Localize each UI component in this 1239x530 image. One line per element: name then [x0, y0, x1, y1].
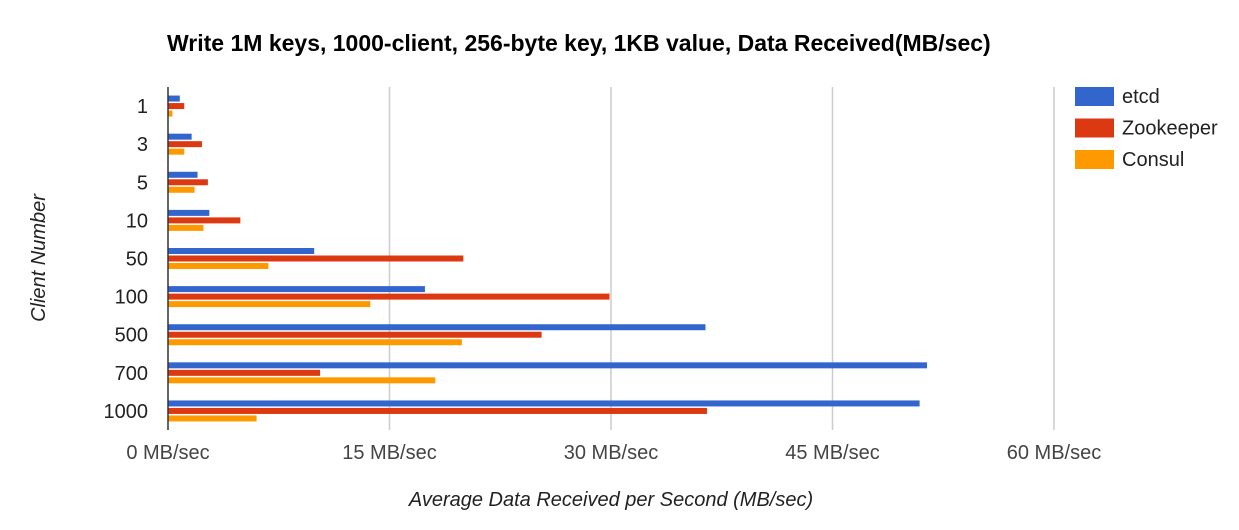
bar-zookeeper-1000: [168, 407, 707, 414]
x-tick-label: 15 MB/sec: [342, 442, 436, 464]
legend-label-etcd: etcd: [1122, 86, 1160, 108]
category-label: 5: [137, 172, 148, 194]
bar-zookeeper-500: [168, 331, 542, 338]
bar-zookeeper-5: [168, 179, 208, 186]
legend: etcd Zookeeper Consul: [1075, 86, 1218, 171]
gridlines: [388, 87, 1055, 430]
bar-consul-1000: [168, 415, 257, 422]
bar-consul-1: [168, 110, 173, 117]
bar-zookeeper-100: [168, 293, 610, 300]
x-tick-label: 60 MB/sec: [1007, 442, 1101, 464]
bar-zookeeper-1: [168, 103, 185, 110]
bar-consul-500: [168, 339, 462, 346]
category-label: 1: [137, 96, 148, 118]
bar-etcd-100: [168, 286, 425, 293]
legend-swatch-consul: [1075, 150, 1114, 169]
bar-consul-10: [168, 224, 204, 231]
bar-zookeeper-50: [168, 255, 464, 262]
x-tick-label: 45 MB/sec: [785, 442, 879, 464]
category-label: 1000: [104, 401, 149, 423]
category-label: 3: [137, 134, 148, 156]
bars: [168, 95, 928, 422]
bar-etcd-5: [168, 171, 198, 178]
bar-etcd-3: [168, 133, 192, 140]
bar-consul-3: [168, 148, 185, 155]
bar-consul-700: [168, 377, 436, 384]
bar-etcd-10: [168, 209, 210, 216]
category-label: 700: [115, 363, 148, 385]
bar-zookeeper-10: [168, 217, 241, 224]
bar-etcd-1000: [168, 400, 920, 407]
category-label: 100: [115, 287, 148, 309]
x-axis-title: Average Data Received per Second (MB/sec…: [408, 489, 813, 511]
x-tick-label: 30 MB/sec: [564, 442, 658, 464]
category-label: 50: [126, 249, 148, 271]
bar-zookeeper-3: [168, 141, 202, 148]
legend-label-consul: Consul: [1122, 149, 1184, 171]
category-label: 10: [126, 210, 148, 232]
bar-etcd-700: [168, 362, 928, 369]
bar-consul-5: [168, 186, 195, 193]
bar-consul-50: [168, 263, 269, 269]
legend-swatch-etcd: [1075, 87, 1114, 106]
category-label: 500: [115, 325, 148, 347]
x-tick-label: 0 MB/sec: [126, 442, 209, 464]
y-axis-title: Client Number: [28, 193, 50, 322]
bar-consul-100: [168, 301, 371, 308]
bar-etcd-50: [168, 248, 315, 254]
bar-etcd-500: [168, 324, 706, 331]
x-tick-labels: 0 MB/sec 15 MB/sec 30 MB/sec 45 MB/sec 60 MB…: [126, 442, 1101, 464]
legend-swatch-zookeeper: [1075, 118, 1114, 138]
category-labels: 1 3 5 10 50 100 500 700 1000: [104, 96, 149, 423]
bar-etcd-1: [168, 95, 180, 102]
bar-zookeeper-700: [168, 369, 321, 376]
legend-label-zookeeper: Zookeeper: [1122, 118, 1218, 140]
chart-title: Write 1M keys, 1000-client, 256-byte key…: [167, 30, 991, 56]
